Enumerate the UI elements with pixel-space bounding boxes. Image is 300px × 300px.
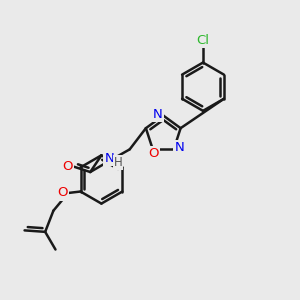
Text: O: O [149,147,159,161]
Text: N: N [153,108,163,121]
Text: O: O [62,160,73,173]
Text: N: N [174,141,184,154]
Text: H: H [113,156,122,169]
Text: N: N [104,152,114,165]
Text: O: O [57,187,68,200]
Text: Cl: Cl [196,34,209,47]
